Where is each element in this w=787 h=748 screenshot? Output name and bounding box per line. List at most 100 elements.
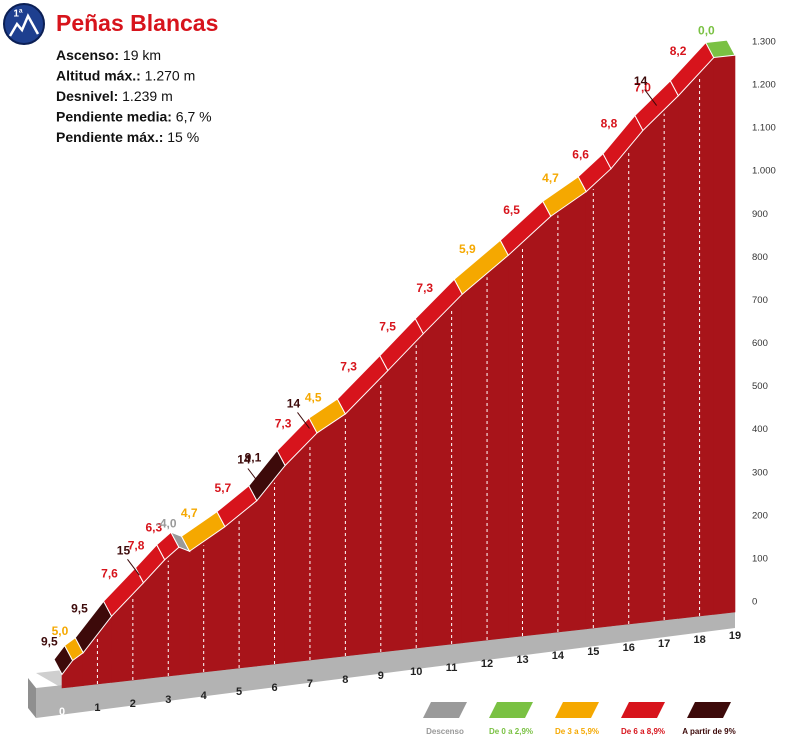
km-label: 13 <box>516 654 528 666</box>
stat-value: 19 km <box>119 47 161 63</box>
profile-wall <box>164 546 180 677</box>
profile-wall <box>224 500 258 670</box>
altitude-label: 500 <box>752 381 768 392</box>
stat-value: 1.239 m <box>118 88 172 104</box>
km-label: 3 <box>165 694 171 706</box>
profile-wall <box>345 369 389 657</box>
grade-label: 7,6 <box>101 567 118 581</box>
stat-value: 15 % <box>163 129 199 145</box>
altitude-label: 600 <box>752 338 768 349</box>
legend-swatch <box>621 702 665 718</box>
km-label: 9 <box>378 670 384 682</box>
altitude-label: 900 <box>752 209 768 220</box>
grade-label: 5,9 <box>459 242 476 256</box>
altitude-label: 1.300 <box>752 37 776 48</box>
legend-label: A partir de 9% <box>682 727 736 736</box>
profile-wall <box>642 95 679 623</box>
chart: 0 1 2 3 4 5 6 7 8 9 10 11 12 13 14 15 16 17 18 199,55,09,57… <box>28 24 776 736</box>
profile-wall <box>178 546 190 676</box>
stat-line: Ascenso: 19 km <box>56 47 161 63</box>
max-marker-line <box>297 412 310 429</box>
grade-label: 7,3 <box>275 416 292 430</box>
km-label: 17 <box>658 638 670 650</box>
altitude-label: 300 <box>752 467 768 478</box>
km-label: 1 <box>94 702 100 714</box>
km-label: 10 <box>410 666 422 678</box>
grade-label: 9,5 <box>41 635 58 649</box>
profile-wall <box>713 54 736 615</box>
grade-label: 0,0 <box>698 24 715 38</box>
km-label: 16 <box>623 642 635 654</box>
grade-label: 9,1 <box>245 450 262 464</box>
profile-wall <box>461 254 509 644</box>
altitude-label: 1.000 <box>752 166 776 177</box>
km-label: 8 <box>342 674 348 686</box>
title: Peñas Blancas <box>56 10 218 36</box>
max-marker-line <box>127 558 140 576</box>
profile-wall <box>284 432 318 664</box>
profile-wall <box>610 129 644 627</box>
km-label: 11 <box>446 662 458 674</box>
altitude-label: 1.200 <box>752 80 776 91</box>
grade-label: 7,8 <box>128 538 145 552</box>
stat-line: Desnivel: 1.239 m <box>56 88 173 104</box>
km-label: 2 <box>130 698 136 710</box>
legend-label: De 6 a 8,9% <box>621 727 665 736</box>
profile-wall <box>316 413 346 660</box>
profile-wall <box>189 526 226 674</box>
badge: 1ª <box>3 3 45 45</box>
km-label: 15 <box>587 646 599 658</box>
km-label: 12 <box>481 658 493 670</box>
stat-label: Ascenso: <box>56 47 119 63</box>
profile-ribbon <box>704 39 736 59</box>
stat-label: Pendiente máx.: <box>56 129 163 145</box>
km-label: 18 <box>693 634 705 646</box>
altitude-label: 0 <box>752 597 757 608</box>
km-label: 5 <box>236 686 242 698</box>
profile-wall <box>508 215 552 638</box>
grade-label: 6,6 <box>572 147 589 161</box>
stat-line: Altitud máx.: 1.270 m <box>56 67 195 83</box>
grade-label: -4,0 <box>156 516 177 530</box>
profile-wall <box>585 167 612 630</box>
stat-line: Pendiente media: 6,7 % <box>56 108 212 124</box>
profile-wall <box>387 332 424 652</box>
grade-label: 6,3 <box>145 521 162 535</box>
badge-mountain <box>8 13 40 37</box>
max-marker-label: 15 <box>117 543 131 557</box>
max-marker-label: 14 <box>237 453 251 467</box>
grade-label: 5,0 <box>52 624 69 638</box>
stat-line: Pendiente máx.: 15 % <box>56 129 199 145</box>
base-left <box>28 678 36 718</box>
grade-label: 7,0 <box>634 80 651 94</box>
km-label: 6 <box>271 682 277 694</box>
grade-label: 7,3 <box>416 281 433 295</box>
altitude-label: 1.100 <box>752 123 776 134</box>
badge-text: 1ª <box>13 9 23 20</box>
grade-label: 5,7 <box>215 481 232 495</box>
legend-swatch <box>555 702 599 718</box>
profile-wall <box>678 56 715 619</box>
legend-swatch <box>423 702 467 718</box>
base-front <box>36 612 735 718</box>
km-label: 14 <box>552 650 565 662</box>
altitude-label: 100 <box>752 553 768 564</box>
profile-wall <box>422 293 463 648</box>
grade-label: 7,3 <box>340 359 357 373</box>
stat-label: Pendiente media: <box>56 108 172 124</box>
max-marker-label: 14 <box>634 74 648 88</box>
max-marker-line <box>644 89 658 106</box>
km-label: 19 <box>729 630 741 642</box>
stat-value: 6,7 % <box>172 108 212 124</box>
km-label: 7 <box>307 678 313 690</box>
legend-label: De 3 a 5,9% <box>555 727 599 736</box>
stat-value: 1.270 m <box>141 67 195 83</box>
stats: Ascenso: 19 km Altitud máx.: 1.270 m Desni… <box>56 47 212 145</box>
km-label: 4 <box>201 690 208 702</box>
stat-label: Altitud máx.: <box>56 67 141 83</box>
grade-label: 4,7 <box>181 506 198 520</box>
grade-label: 8,8 <box>601 117 618 131</box>
grade-label: 8,2 <box>670 44 687 58</box>
max-marker-line <box>247 468 261 485</box>
